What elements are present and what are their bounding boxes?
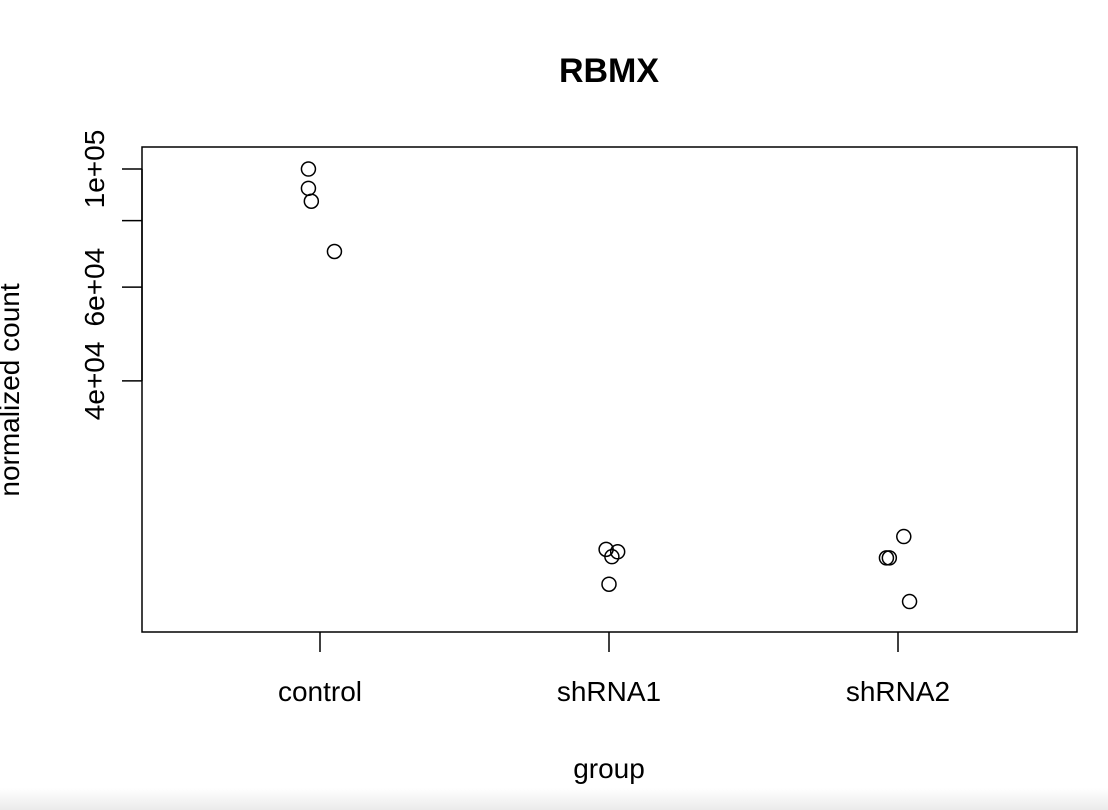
x-axis-label: group xyxy=(573,753,645,784)
y-tick-label: 4e+04 xyxy=(79,342,110,421)
data-point xyxy=(609,544,626,560)
data-point xyxy=(878,550,895,566)
y-tick-label: 1e+05 xyxy=(79,130,110,209)
data-point xyxy=(300,180,317,197)
chart-title: RBMX xyxy=(559,52,659,90)
y-axis: 4e+04 6e+04 1e+05 xyxy=(79,130,143,421)
y-axis-label: normalized count xyxy=(0,283,25,496)
data-point xyxy=(881,550,898,566)
x-tick-label: shRNA1 xyxy=(557,676,661,707)
y-tick-label: 6e+04 xyxy=(79,248,110,327)
data-point xyxy=(896,528,912,545)
data-point xyxy=(303,193,320,209)
bottom-strip xyxy=(0,788,1108,810)
plot-box xyxy=(141,146,1078,633)
data-point xyxy=(604,548,620,565)
data-point xyxy=(300,161,317,177)
data-points xyxy=(300,161,918,610)
data-point xyxy=(601,576,617,592)
x-tick-label: shRNA2 xyxy=(846,676,950,707)
x-tick-label: control xyxy=(278,676,362,707)
data-point xyxy=(901,593,918,610)
x-axis: control shRNA1 shRNA2 xyxy=(278,632,950,707)
data-point xyxy=(326,243,343,260)
